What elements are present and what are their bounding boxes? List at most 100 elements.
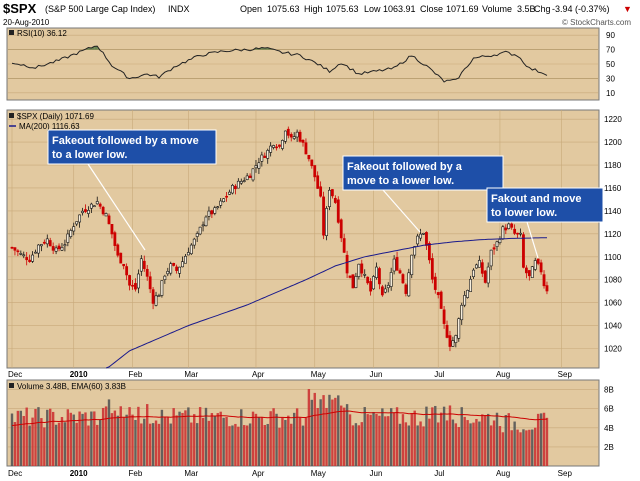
candle-body bbox=[448, 335, 452, 347]
candle-body bbox=[395, 257, 399, 271]
volume-bar bbox=[140, 423, 143, 466]
candle-body bbox=[87, 210, 90, 214]
volume-bar bbox=[354, 423, 358, 466]
ann-3-annotation: Fakout and move to lower low. bbox=[486, 187, 604, 259]
candle-body bbox=[489, 249, 493, 267]
volume-bar bbox=[525, 430, 528, 466]
candle-body bbox=[22, 254, 26, 257]
annotation-text: Fakeout followed by a bbox=[347, 161, 463, 173]
volume-bar bbox=[439, 412, 443, 466]
candle-body bbox=[233, 185, 237, 190]
volume-bar bbox=[72, 414, 75, 466]
candle-body bbox=[45, 238, 49, 245]
volume-bar bbox=[143, 418, 146, 466]
volume-bar bbox=[175, 415, 178, 466]
volume-bar bbox=[437, 422, 440, 466]
volume-bar bbox=[157, 423, 161, 466]
month-tick-label: Feb bbox=[129, 370, 143, 379]
candle-body bbox=[322, 196, 325, 236]
candle-body bbox=[392, 258, 396, 272]
volume-bar bbox=[295, 408, 299, 466]
candle-body bbox=[483, 270, 487, 283]
candle-body bbox=[292, 136, 296, 139]
volume-bar bbox=[536, 413, 540, 466]
volume-bar bbox=[131, 414, 134, 466]
candle-body bbox=[34, 251, 37, 254]
candle-body bbox=[98, 203, 102, 207]
volume-bar bbox=[90, 411, 93, 466]
month-tick-label: Aug bbox=[496, 370, 510, 379]
volume-bar bbox=[107, 399, 111, 466]
candle-body bbox=[28, 259, 32, 262]
candle-body bbox=[236, 180, 240, 189]
candle-body bbox=[433, 276, 437, 290]
candle-body bbox=[354, 276, 358, 288]
volume-bar bbox=[98, 419, 102, 466]
volume-bar bbox=[201, 417, 205, 466]
candle-body bbox=[339, 219, 343, 239]
candle-body bbox=[278, 144, 281, 147]
candle-body bbox=[228, 191, 231, 195]
volume-bar bbox=[375, 414, 378, 466]
month-tick-label: Feb bbox=[129, 469, 143, 478]
candle-body bbox=[533, 260, 537, 270]
candle-body bbox=[131, 284, 134, 287]
volume-bar bbox=[134, 419, 137, 466]
volume-bar bbox=[460, 407, 463, 466]
volume-bar bbox=[84, 412, 87, 466]
volume-bar bbox=[22, 415, 25, 466]
candle-body bbox=[380, 286, 384, 296]
volume-bar bbox=[407, 425, 411, 466]
volume-bar bbox=[466, 420, 469, 466]
volume-bar bbox=[416, 425, 419, 466]
candle-body bbox=[454, 335, 458, 343]
price-tick-label: 1040 bbox=[604, 322, 622, 331]
candle-body bbox=[319, 186, 323, 197]
open-label: Open bbox=[240, 4, 262, 14]
volume-bar bbox=[516, 429, 519, 466]
volume-bar bbox=[510, 430, 513, 466]
annotation-pointer bbox=[526, 221, 539, 259]
candle-body bbox=[92, 205, 96, 208]
volume-bar bbox=[372, 412, 375, 466]
rsi-tick-label: 30 bbox=[606, 74, 615, 83]
candle-body bbox=[439, 291, 443, 309]
candle-body bbox=[248, 175, 252, 178]
candle-body bbox=[307, 154, 311, 160]
rsi-tick-label: 10 bbox=[606, 89, 615, 98]
candle-body bbox=[480, 262, 484, 274]
volume-bar bbox=[363, 407, 366, 466]
volume-bar bbox=[357, 425, 361, 466]
candle-body bbox=[425, 232, 428, 246]
volume-bar bbox=[269, 411, 272, 466]
volume-bar bbox=[451, 419, 455, 466]
candle-body bbox=[216, 206, 220, 208]
volume-bar bbox=[25, 407, 28, 466]
candle-body bbox=[78, 214, 82, 223]
candle-body bbox=[369, 281, 373, 292]
volume-bar bbox=[116, 415, 120, 466]
volume-bar bbox=[166, 416, 169, 466]
volume-bar bbox=[395, 407, 399, 466]
candle-body bbox=[154, 295, 158, 306]
volume-bar bbox=[504, 415, 508, 466]
chart-date: 20-Aug-2010 bbox=[3, 18, 50, 27]
volume-bar bbox=[10, 413, 14, 466]
volume-bar bbox=[475, 418, 478, 466]
price-tick-labels: 1220 1200 1180 1160 1140 1120 1100 1080 1060 1040… bbox=[604, 115, 622, 353]
candle-body bbox=[419, 233, 422, 239]
low-value: 1063.91 bbox=[383, 4, 416, 14]
volume-bar bbox=[401, 414, 405, 466]
volume-bar bbox=[210, 413, 214, 466]
candle-body bbox=[125, 266, 129, 276]
candle-body bbox=[69, 230, 73, 237]
candle-body bbox=[195, 233, 199, 237]
candle-body bbox=[313, 165, 317, 178]
volume-bar bbox=[266, 423, 269, 466]
candle-body bbox=[269, 145, 273, 153]
candle-body bbox=[477, 260, 481, 268]
candle-body bbox=[389, 272, 393, 287]
candle-body bbox=[95, 201, 99, 205]
volume-bar bbox=[281, 417, 284, 466]
volume-bar bbox=[434, 405, 437, 466]
